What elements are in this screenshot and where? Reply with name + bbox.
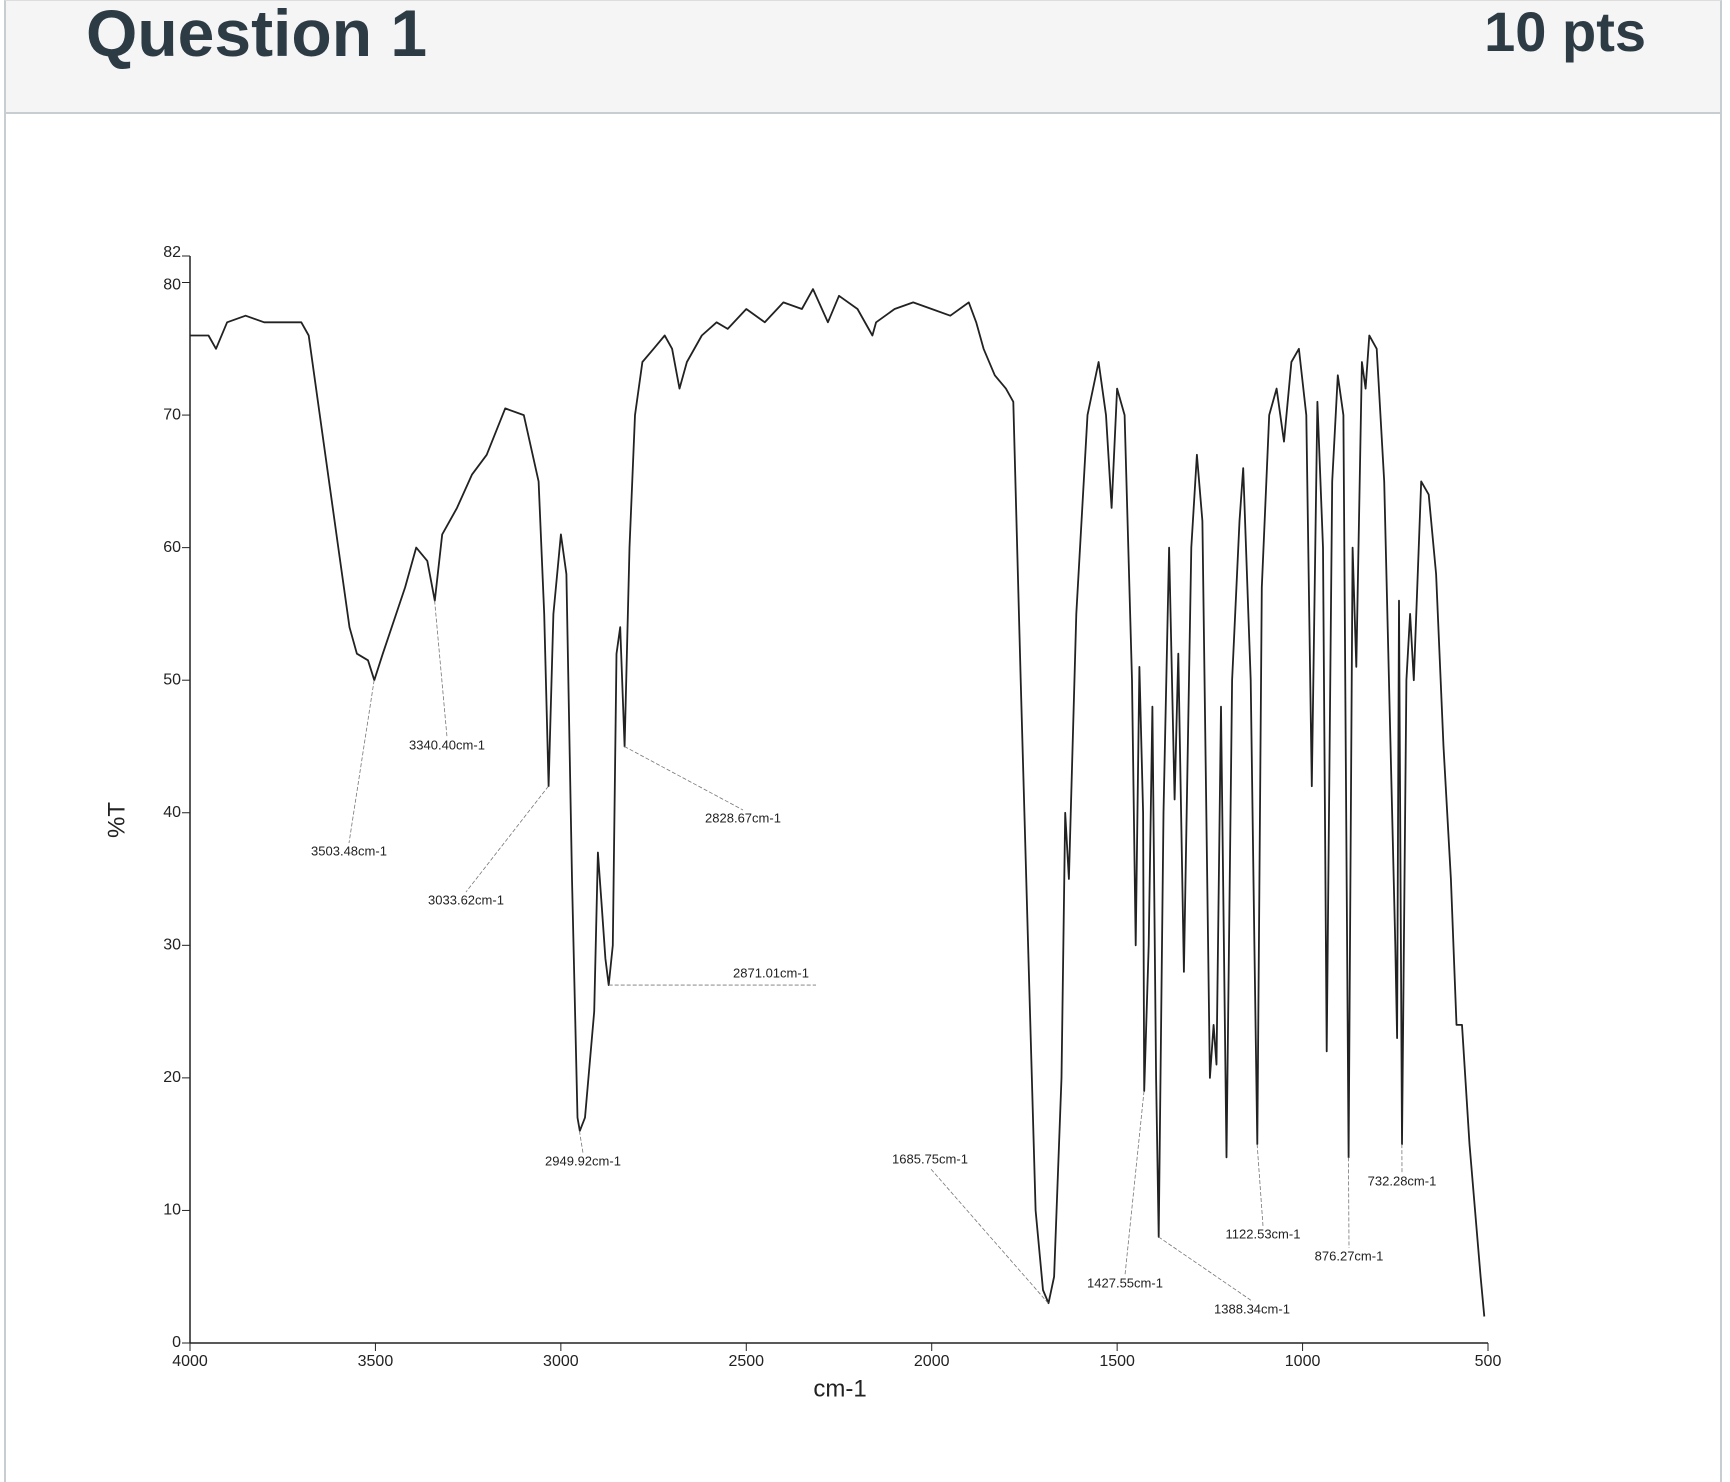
x-tick-label: 500 bbox=[1475, 1353, 1502, 1370]
x-tick-label: 3000 bbox=[543, 1353, 579, 1370]
annotation-leader bbox=[1158, 1236, 1253, 1302]
x-tick-label: 2500 bbox=[728, 1353, 764, 1370]
annotation-leader bbox=[579, 1130, 584, 1154]
y-tick-label: 82 bbox=[163, 244, 181, 261]
annotation-label: 1427.55cm-1 bbox=[1087, 1275, 1163, 1290]
annotation-label: 3033.62cm-1 bbox=[428, 892, 504, 907]
y-tick-label: 40 bbox=[163, 804, 181, 821]
annotation-label: 2828.67cm-1 bbox=[705, 810, 781, 825]
annotation-label: 1122.53cm-1 bbox=[1226, 1226, 1301, 1241]
annotation-leader bbox=[465, 785, 549, 893]
annotation-leader bbox=[1124, 1091, 1145, 1276]
annotation-leader bbox=[348, 680, 375, 844]
x-tick-label: 1000 bbox=[1285, 1353, 1321, 1370]
annotation-label: 1685.75cm-1 bbox=[892, 1151, 968, 1166]
annotation-label: 3503.48cm-1 bbox=[311, 843, 387, 858]
y-tick-label: 60 bbox=[163, 539, 181, 556]
y-tick-label: 70 bbox=[163, 406, 181, 423]
question-points: 10 pts bbox=[1484, 0, 1646, 63]
spectrum-line bbox=[190, 288, 1486, 1317]
annotation-label: 2949.92cm-1 bbox=[545, 1153, 621, 1168]
x-tick-label: 2000 bbox=[914, 1353, 950, 1370]
x-axis-label: cm-1 bbox=[813, 1375, 866, 1402]
annotation-leader bbox=[1348, 1157, 1350, 1249]
annotation-leader bbox=[624, 746, 744, 811]
y-tick-label: 50 bbox=[163, 671, 181, 688]
annotation-label: 1388.34cm-1 bbox=[1214, 1301, 1290, 1316]
annotation-label: 876.27cm-1 bbox=[1315, 1248, 1384, 1263]
annotation-leader bbox=[1256, 1144, 1264, 1227]
annotation-label: 3340.40cm-1 bbox=[409, 737, 485, 752]
y-tick-label: 20 bbox=[163, 1069, 181, 1086]
question-title: Question 1 bbox=[86, 0, 428, 70]
annotation-label: 2871.01cm-1 bbox=[733, 965, 809, 980]
annotation-leader bbox=[929, 1167, 1049, 1304]
x-tick-label: 1500 bbox=[1099, 1353, 1135, 1370]
annotation-leader bbox=[434, 600, 448, 738]
y-tick-label: 10 bbox=[163, 1202, 181, 1219]
y-tick-label: 0 bbox=[172, 1334, 181, 1351]
question-header: Question 1 10 pts bbox=[4, 0, 1722, 114]
x-tick-label: 4000 bbox=[172, 1353, 208, 1370]
y-axis-label: %T bbox=[103, 802, 130, 838]
annotation-label: 732.28cm-1 bbox=[1368, 1173, 1437, 1188]
y-tick-label: 30 bbox=[163, 937, 181, 954]
question-body bbox=[4, 114, 1722, 1482]
y-tick-label: 80 bbox=[163, 277, 181, 294]
x-tick-label: 3500 bbox=[358, 1353, 394, 1370]
